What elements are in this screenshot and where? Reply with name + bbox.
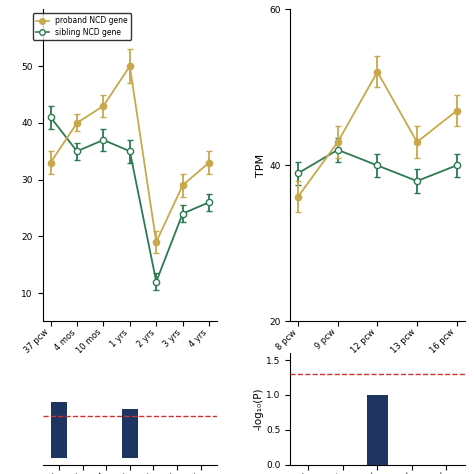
Y-axis label: -log₁₀(P): -log₁₀(P) bbox=[253, 388, 264, 430]
Bar bbox=[367, 395, 388, 465]
Y-axis label: TPM: TPM bbox=[256, 154, 266, 177]
Bar bbox=[51, 402, 67, 457]
Legend: proband NCD gene, sibling NCD gene: proband NCD gene, sibling NCD gene bbox=[33, 13, 131, 40]
Bar bbox=[121, 409, 138, 457]
